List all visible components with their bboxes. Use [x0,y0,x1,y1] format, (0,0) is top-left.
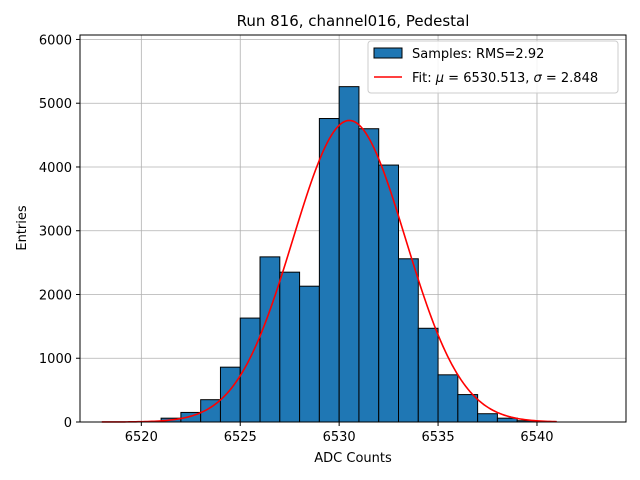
legend-box [367,40,619,94]
x-tick-label: 6525 [224,430,257,445]
fit-label-mu: μ [435,71,444,86]
histogram-bar [477,413,498,423]
x-tick-label: 6540 [520,430,553,445]
y-tick-label: 0 [64,416,72,431]
legend-label-samples: Samples: RMS=2.92 [412,47,544,62]
histogram-bar [437,374,459,423]
fit-label-mu-value: = 6530.513, [444,71,533,86]
y-axis-label: Entries [15,205,30,251]
y-tick-label: 3000 [39,225,72,240]
y-tick-label: 4000 [39,161,72,176]
chart-title: Run 816, channel016, Pedestal [237,12,470,30]
plot-frame [79,34,627,423]
y-tick-label: 6000 [39,33,72,48]
histogram-bar [378,164,399,423]
histogram-bar [457,394,479,423]
histogram-bar [259,256,281,423]
histogram-bar [219,366,241,423]
y-tick-label: 1000 [39,352,72,367]
histogram-bar [358,128,380,423]
fit-curve [101,119,557,423]
histogram-bar [398,258,419,423]
x-tick-label: 6530 [323,430,356,445]
x-axis-ticks: 6520 6525 6530 6535 6540 [125,422,554,445]
x-axis-label: ADC Counts [314,451,392,466]
histogram-bar [496,417,518,423]
legend-label-fit: Fit: μ = 6530.513, σ = 2.848 [412,71,598,86]
y-tick-label: 2000 [39,288,72,303]
histogram-bar [338,86,360,423]
histogram-bar [279,271,301,423]
histogram-bar [417,327,439,423]
histogram-bars [160,86,538,423]
legend: Samples: RMS=2.92 Fit: μ = 6530.513, σ =… [367,40,619,94]
x-tick-label: 6535 [422,430,455,445]
histogram-bar [318,118,340,423]
x-tick-label: 6520 [125,430,158,445]
fit-label-sigma: σ [534,71,543,86]
y-axis-ticks: 0 1000 2000 3000 4000 5000 6000 [39,33,80,431]
y-tick-label: 5000 [39,97,72,112]
histogram-bar [299,285,320,423]
legend-swatch-samples [373,47,403,59]
fit-label-prefix: Fit: [412,71,436,86]
fit-label-sigma-value: = 2.848 [542,71,598,86]
